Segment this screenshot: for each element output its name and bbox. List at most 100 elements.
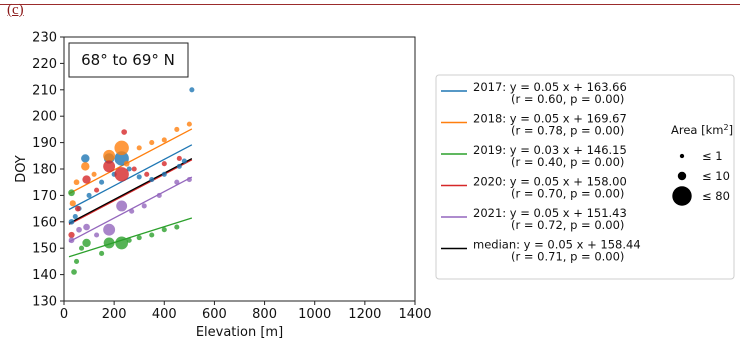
point-2019 [161, 227, 167, 233]
point-2019 [99, 250, 105, 257]
point-2017 [136, 174, 142, 180]
y-tick-label: 130 [32, 295, 57, 310]
point-2019 [174, 224, 180, 230]
size-legend-marker [672, 186, 692, 206]
point-2020 [68, 231, 75, 239]
point-2021 [94, 232, 100, 238]
legend-stats-median: (r = 0.71, p = 0.00) [511, 250, 624, 264]
point-2021 [186, 177, 192, 183]
point-2019 [82, 238, 91, 248]
size-legend-label: ≤ 1 [702, 149, 723, 163]
scatter-points [68, 87, 195, 275]
point-2021 [116, 200, 128, 212]
size-legend-marker [679, 153, 685, 159]
point-2017 [161, 171, 167, 177]
y-tick-label: 170 [32, 189, 57, 204]
legend-stats-2019: (r = 0.40, p = 0.00) [511, 155, 624, 169]
legend-equation-2018: 2018: y = 0.05 x + 169.67 [473, 112, 627, 126]
size-legend-marker [677, 171, 687, 181]
regression-line-2019 [68, 217, 193, 258]
regression-lines [68, 128, 193, 258]
point-2019 [115, 236, 129, 250]
point-2021 [156, 192, 162, 198]
point-2017 [72, 213, 78, 220]
point-2018 [186, 121, 192, 127]
legend: 2017: y = 0.05 x + 163.66(r = 0.60, p = … [441, 80, 641, 264]
point-2017 [86, 192, 92, 198]
point-2018 [91, 171, 97, 177]
point-2017 [68, 218, 75, 225]
point-2020 [161, 161, 167, 167]
point-2019 [68, 189, 75, 197]
y-ticks: 130 140 150 160 170 180 190 200 210 220 230 [32, 31, 64, 310]
point-2020 [176, 155, 182, 161]
size-legend-label: ≤ 10 [702, 169, 730, 183]
point-2018 [81, 162, 90, 171]
legend-equation-2020: 2020: y = 0.05 x + 158.00 [473, 175, 627, 189]
point-2021 [103, 223, 116, 236]
top-rule [0, 4, 740, 5]
x-tick-label: 600 [202, 307, 227, 322]
point-2018 [73, 179, 80, 186]
point-2020 [82, 175, 91, 184]
legend-box [435, 74, 735, 280]
x-tick-label: 800 [252, 307, 277, 322]
x-axis-title: Elevation [m] [196, 325, 283, 340]
point-2020 [74, 205, 81, 212]
legend-stats-2021: (r = 0.72, p = 0.00) [511, 218, 624, 232]
annotation-text: 68° to 69° N [81, 51, 175, 69]
point-2021 [76, 226, 82, 233]
legend-stats-2020: (r = 0.70, p = 0.00) [511, 187, 624, 201]
size-legend-title: Area [km2] [671, 123, 733, 137]
y-axis-title: DOY [14, 155, 29, 183]
point-2018 [69, 200, 76, 207]
legend-stats-2017: (r = 0.60, p = 0.00) [511, 92, 624, 106]
legend-stats-2018: (r = 0.78, p = 0.00) [511, 124, 624, 138]
x-tick-label: 0 [60, 307, 68, 322]
x-ticks: 0 200 400 600 800 1000 1200 1400 [60, 301, 432, 322]
y-tick-label: 210 [32, 83, 57, 98]
point-2019 [71, 269, 77, 275]
regression-line-2018 [68, 128, 193, 195]
regression-line-2020 [68, 159, 193, 226]
panel-label: (c) [7, 2, 24, 18]
point-2021 [129, 208, 135, 214]
point-2021 [68, 237, 75, 244]
point-2017 [81, 154, 90, 163]
point-2017 [99, 179, 105, 185]
point-2017 [189, 87, 195, 93]
y-tick-label: 190 [32, 136, 57, 151]
point-2020 [131, 166, 137, 172]
x-tick-label: 1000 [298, 307, 331, 322]
point-2019 [149, 232, 155, 238]
legend-equation-2019: 2019: y = 0.03 x + 146.15 [473, 143, 627, 157]
legend-equation-median: median: y = 0.05 x + 158.44 [473, 238, 641, 252]
point-2018 [114, 140, 129, 156]
point-2018 [136, 145, 142, 151]
y-tick-label: 180 [32, 163, 57, 178]
point-2017 [176, 163, 182, 169]
point-2018 [174, 126, 180, 132]
point-2020 [114, 167, 129, 182]
size-legend: ≤ 1 ≤ 10 ≤ 80 [672, 149, 730, 206]
y-tick-label: 140 [32, 268, 57, 283]
size-legend-label: ≤ 80 [702, 189, 730, 203]
point-2019 [126, 237, 132, 243]
y-tick-label: 230 [32, 31, 57, 46]
point-2019 [136, 235, 142, 241]
point-2020 [103, 160, 116, 173]
point-2019 [79, 245, 85, 251]
legend-equation-2021: 2021: y = 0.05 x + 151.43 [473, 206, 627, 220]
point-2017 [149, 177, 155, 183]
point-2018 [103, 149, 116, 162]
x-tick-label: 400 [152, 307, 177, 322]
point-2020 [121, 129, 128, 135]
y-tick-label: 200 [32, 110, 57, 125]
point-2018 [161, 137, 167, 143]
point-2018 [149, 140, 155, 146]
point-2021 [174, 179, 180, 185]
regression-line-median [68, 158, 193, 224]
point-2018 [123, 160, 130, 167]
point-2020 [94, 187, 100, 193]
